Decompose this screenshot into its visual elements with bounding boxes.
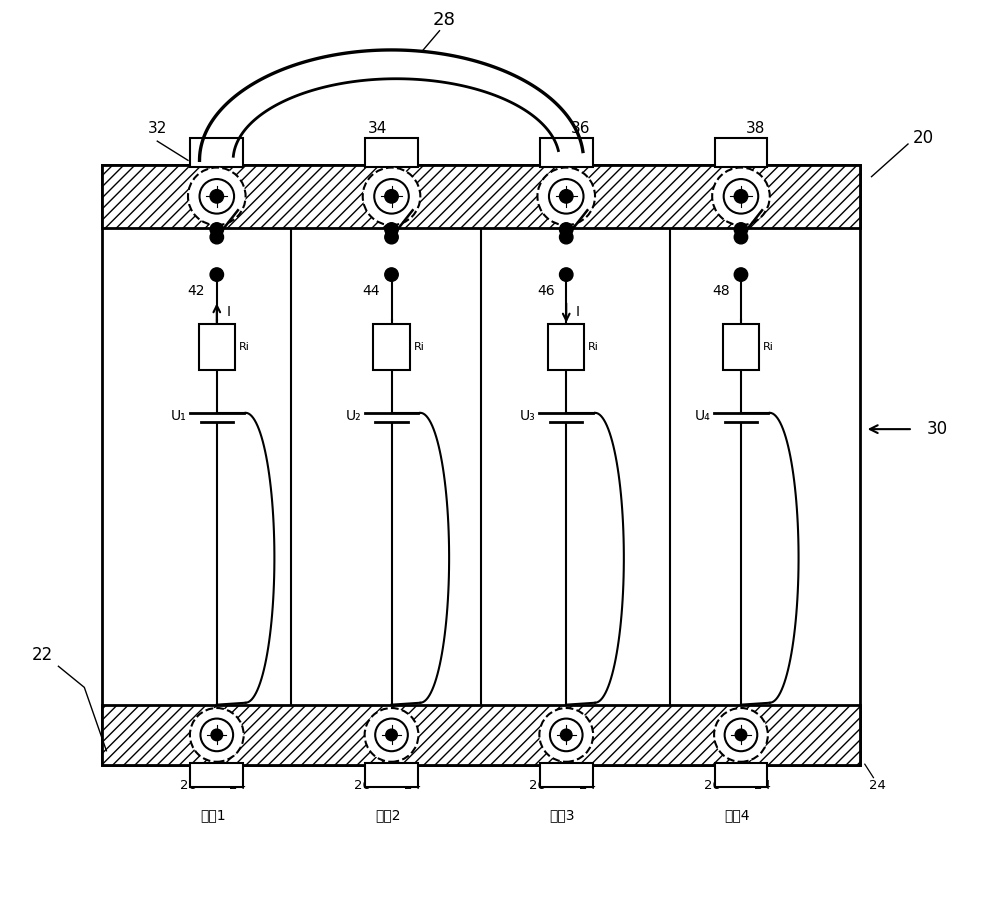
Circle shape	[385, 190, 398, 203]
Polygon shape	[102, 705, 860, 765]
Circle shape	[211, 729, 223, 740]
Bar	[540, 138, 593, 167]
Circle shape	[210, 268, 224, 281]
Circle shape	[210, 230, 224, 244]
Circle shape	[537, 168, 595, 226]
Text: 46: 46	[537, 284, 555, 299]
Circle shape	[734, 230, 748, 244]
Bar	[365, 763, 418, 787]
Circle shape	[560, 190, 573, 203]
Text: 32: 32	[148, 121, 167, 136]
Circle shape	[724, 179, 758, 214]
Bar	[715, 138, 767, 167]
Text: S2: S2	[399, 195, 415, 208]
Text: 单䥓4: 单䥓4	[724, 808, 750, 823]
Text: Ri: Ri	[414, 341, 424, 352]
Bar	[365, 138, 418, 167]
Text: 48: 48	[712, 284, 729, 299]
Circle shape	[188, 168, 246, 226]
Text: 单䥓2: 单䥓2	[375, 808, 400, 823]
Bar	[199, 323, 235, 370]
Text: 28: 28	[433, 11, 456, 29]
Text: 26: 26	[704, 779, 721, 792]
Text: 24: 24	[579, 779, 596, 792]
Text: 38: 38	[746, 121, 765, 136]
Circle shape	[210, 190, 224, 203]
Polygon shape	[102, 165, 860, 227]
Circle shape	[365, 708, 418, 761]
Text: 24: 24	[404, 779, 421, 792]
Circle shape	[734, 190, 748, 203]
Text: I: I	[576, 305, 580, 319]
Bar	[715, 763, 767, 787]
Text: 22: 22	[31, 645, 53, 664]
Bar	[723, 323, 759, 370]
Circle shape	[560, 230, 573, 244]
Circle shape	[200, 719, 233, 751]
Text: U₁: U₁	[171, 409, 186, 423]
Text: 34: 34	[367, 121, 387, 136]
Text: Ri: Ri	[239, 341, 250, 352]
Text: 24: 24	[754, 779, 771, 792]
Text: U₃: U₃	[520, 409, 536, 423]
Circle shape	[374, 179, 409, 214]
Text: 42: 42	[188, 284, 205, 299]
Text: U₄: U₄	[695, 409, 711, 423]
Bar	[548, 323, 584, 370]
Text: 26: 26	[354, 779, 371, 792]
Text: 20: 20	[913, 130, 934, 147]
Circle shape	[385, 230, 398, 244]
Circle shape	[560, 268, 573, 281]
Circle shape	[539, 708, 593, 761]
Circle shape	[210, 223, 224, 236]
Text: 44: 44	[362, 284, 380, 299]
Text: Ri: Ri	[588, 341, 599, 352]
Text: U₂: U₂	[345, 409, 361, 423]
Circle shape	[385, 223, 398, 236]
Text: 单䥓3: 单䥓3	[550, 808, 575, 823]
Circle shape	[560, 223, 573, 236]
Text: 单䥓1: 单䥓1	[200, 808, 226, 823]
Circle shape	[560, 729, 572, 740]
Circle shape	[363, 168, 420, 226]
Text: 26: 26	[529, 779, 546, 792]
Circle shape	[375, 719, 408, 751]
Text: 24: 24	[869, 779, 886, 792]
Circle shape	[735, 729, 747, 740]
Text: 24: 24	[229, 779, 246, 792]
Text: S3: S3	[574, 195, 590, 208]
Circle shape	[734, 268, 748, 281]
Circle shape	[725, 719, 757, 751]
Circle shape	[386, 729, 397, 740]
Circle shape	[549, 179, 584, 214]
Bar	[540, 763, 593, 787]
Circle shape	[712, 168, 770, 226]
Text: 36: 36	[571, 121, 590, 136]
Circle shape	[200, 179, 234, 214]
Bar	[190, 138, 243, 167]
Text: I: I	[226, 305, 230, 319]
Text: 30: 30	[926, 420, 947, 438]
Circle shape	[714, 708, 768, 761]
Circle shape	[190, 708, 244, 761]
Circle shape	[734, 223, 748, 236]
Bar	[190, 763, 243, 787]
Text: Ri: Ri	[763, 341, 774, 352]
Text: S4: S4	[749, 195, 765, 208]
Bar	[373, 323, 410, 370]
Text: S1: S1	[224, 195, 240, 208]
Circle shape	[385, 268, 398, 281]
Text: 26: 26	[180, 779, 196, 792]
Circle shape	[550, 719, 583, 751]
